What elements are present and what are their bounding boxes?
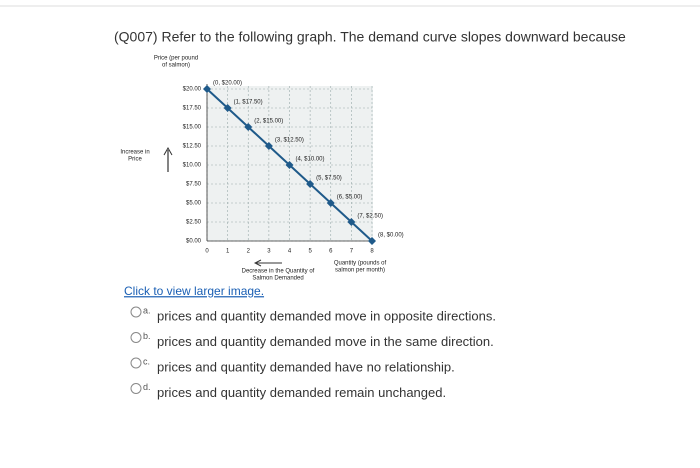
x-tick-label: 5	[308, 249, 312, 255]
y-tick-label: $2.50	[186, 220, 202, 226]
point	[326, 199, 335, 207]
larger-image-link[interactable]: Click to view larger image.	[124, 284, 264, 298]
option-letter: b.	[143, 331, 151, 341]
x-axis-label: salmon per month)	[335, 268, 385, 274]
point-label: (6, $5.00)	[337, 195, 363, 201]
option-text[interactable]: prices and quantity demanded remain unch…	[157, 385, 446, 400]
y-tick-label: $17.50	[183, 106, 202, 112]
x-tick-label: 7	[350, 249, 354, 255]
radio-button[interactable]	[130, 357, 142, 369]
point	[223, 104, 232, 112]
point	[285, 161, 294, 169]
x-tick-label: 1	[226, 249, 230, 255]
point-label: (0, $20.00)	[213, 81, 242, 87]
y-tick-label: $0.00	[186, 239, 202, 245]
point-label: (2, $15.00)	[254, 119, 283, 125]
y-tick-label: $15.00	[183, 125, 202, 131]
annotation: Price	[128, 157, 142, 163]
point	[368, 237, 376, 245]
option-text[interactable]: prices and quantity demanded move in opp…	[157, 308, 496, 323]
y-tick-label: $20.00	[183, 87, 202, 93]
question: (Q007) Refer to the following graph. The…	[114, 29, 626, 45]
up-arrow-head	[163, 146, 173, 156]
point	[264, 142, 273, 150]
point	[203, 85, 211, 93]
annotation: Increase in	[120, 150, 149, 156]
y-tick-label: $7.50	[186, 182, 202, 188]
point-label: (7, $2.50)	[357, 214, 383, 220]
point	[244, 123, 253, 131]
radio-button[interactable]	[130, 332, 142, 343]
point	[347, 218, 356, 226]
point-label: (1, $17.50)	[234, 100, 263, 106]
radio-button[interactable]	[130, 306, 142, 318]
point-label: (3, $12.50)	[275, 138, 304, 144]
point-label: (4, $10.00)	[296, 157, 325, 163]
annotation: Salmon Demanded	[252, 276, 303, 282]
option-letter: c.	[143, 356, 150, 366]
x-tick-label: 2	[247, 249, 251, 255]
option-letter: d.	[143, 382, 151, 392]
point	[306, 180, 315, 188]
point-label: (5, $7.50)	[316, 176, 342, 182]
point-label: (8, $0.00)	[378, 233, 404, 239]
x-tick-label: 6	[329, 249, 333, 255]
x-axis-label: Quantity (pounds of	[334, 261, 387, 267]
y-tick-label: $5.00	[186, 201, 202, 207]
y-tick-label: $10.00	[183, 163, 202, 169]
x-tick-label: 4	[288, 249, 292, 255]
y-tick-label: $12.50	[183, 144, 202, 150]
x-tick-label: 3	[267, 249, 271, 255]
option-text[interactable]: prices and quantity demanded have no rel…	[157, 359, 455, 374]
x-tick-label: 0	[205, 249, 209, 255]
option-letter: a.	[143, 305, 151, 315]
left-arrow-head	[253, 259, 262, 267]
option-text[interactable]: prices and quantity demanded move in the…	[157, 334, 494, 349]
y-axis-label: of salmon)	[162, 63, 190, 69]
annotation: Decrease in the Quantity of	[242, 269, 315, 275]
y-axis-label: Price (per pound	[154, 56, 198, 62]
radio-button[interactable]	[130, 383, 142, 394]
x-tick-label: 8	[370, 249, 374, 255]
